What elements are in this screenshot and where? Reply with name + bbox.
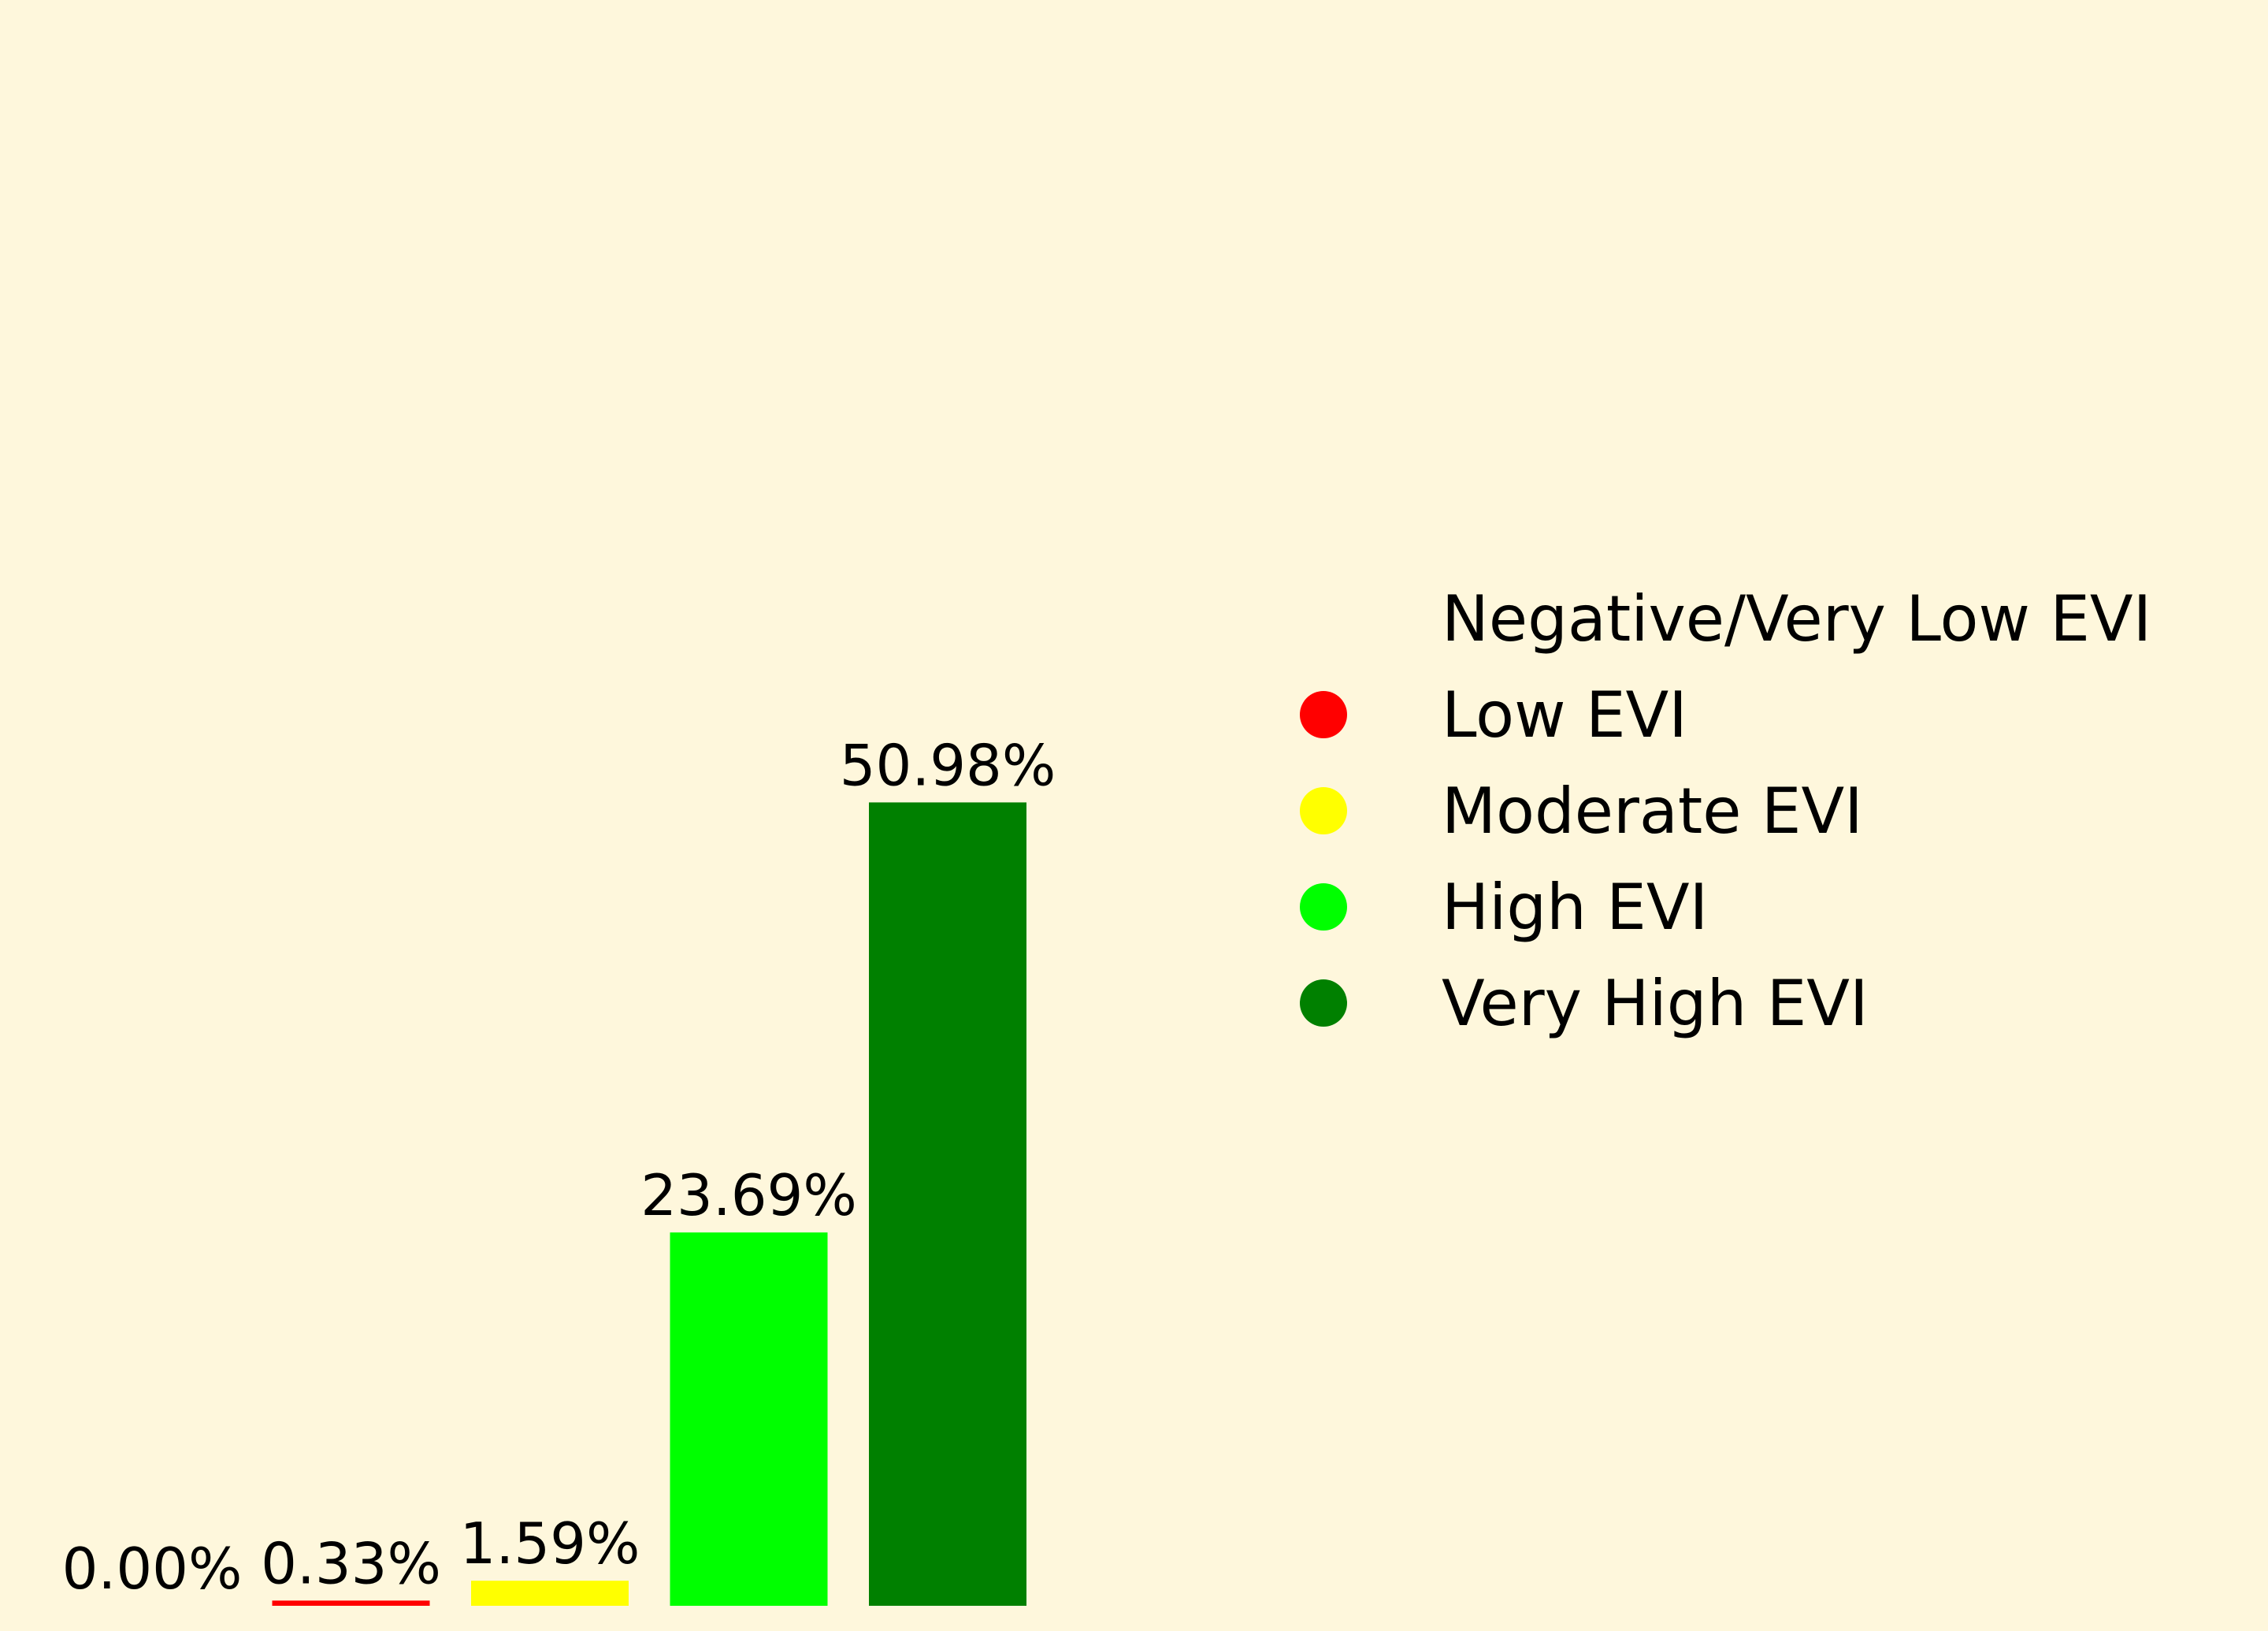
- legend-label-0: Negative/Very Low EVI: [1442, 582, 2151, 656]
- legend-label-2: Moderate EVI: [1442, 775, 1863, 848]
- legend-label-3: High EVI: [1442, 871, 1708, 944]
- bars-group: [272, 802, 1026, 1606]
- bar-3: [670, 1232, 828, 1606]
- legend-marker-4: [1300, 979, 1347, 1027]
- value-label-2: 1.59%: [460, 1510, 640, 1577]
- value-label-4: 50.98%: [840, 732, 1056, 798]
- legend: Negative/Very Low EVI Low EVI Moderate EVI…: [1300, 582, 2151, 1040]
- legend-marker-2: [1300, 787, 1347, 834]
- legend-label-1: Low EVI: [1442, 678, 1687, 752]
- bar-4: [869, 802, 1026, 1606]
- legend-label-4: Very High EVI: [1442, 967, 1869, 1040]
- value-label-3: 23.69%: [640, 1162, 857, 1228]
- value-label-0: 0.00%: [62, 1536, 243, 1602]
- bar-2: [471, 1581, 629, 1606]
- legend-marker-3: [1300, 883, 1347, 931]
- legend-marker-0: [1300, 595, 1347, 642]
- legend-marker-1: [1300, 691, 1347, 738]
- value-labels-group: 0.00% 0.33% 1.59% 23.69% 50.98%: [62, 732, 1056, 1602]
- value-label-1: 0.33%: [261, 1530, 441, 1596]
- bar-1: [272, 1600, 430, 1606]
